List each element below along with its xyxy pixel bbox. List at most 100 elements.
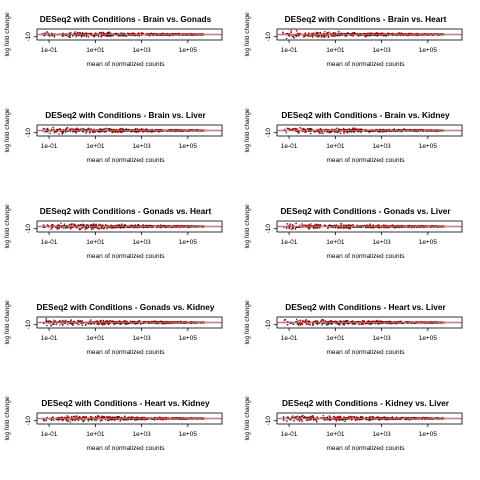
x-tick-label: 1e+01 [326, 47, 345, 54]
data-point [72, 324, 74, 326]
data-point [69, 35, 71, 37]
data-point [70, 226, 73, 229]
data-point [360, 131, 362, 134]
data-point [343, 132, 345, 134]
data-point [348, 131, 351, 133]
data-point [72, 415, 75, 418]
data-point [293, 36, 295, 39]
data-point [325, 324, 328, 326]
data-point [75, 132, 78, 134]
x-tick-label: 1e+03 [372, 143, 391, 150]
data-point [68, 128, 71, 131]
data-point [106, 227, 108, 230]
data-point [363, 32, 366, 35]
data-point [137, 131, 139, 133]
data-point [288, 33, 290, 35]
data-point [136, 224, 138, 227]
x-tick-label: 1e+03 [132, 47, 151, 54]
data-point [282, 416, 285, 418]
data-point [92, 131, 95, 134]
y-axis-title: log fold change [244, 204, 251, 248]
data-point [94, 224, 96, 227]
data-point [346, 320, 349, 322]
data-point [295, 222, 297, 225]
data-point [305, 419, 308, 421]
data-point [299, 127, 302, 129]
data-point [299, 224, 301, 226]
data-point [296, 32, 299, 35]
data-point [56, 228, 59, 230]
data-point [64, 227, 67, 229]
data-point [70, 320, 72, 322]
data-point [296, 322, 298, 325]
data-point [162, 418, 164, 421]
data-point [304, 32, 307, 34]
data-point [314, 223, 317, 226]
data-point [333, 35, 336, 37]
data-point [381, 131, 383, 133]
data-point [348, 127, 351, 130]
data-point [85, 226, 88, 229]
data-point [347, 227, 350, 230]
data-point [59, 324, 61, 326]
data-point [314, 34, 316, 37]
x-axis-title: mean of normalized counts [86, 61, 165, 68]
data-point [103, 227, 106, 229]
data-point [69, 421, 72, 423]
data-point [292, 127, 295, 130]
data-point [103, 130, 106, 133]
x-tick-label: 1e+01 [86, 47, 105, 54]
data-point [104, 34, 107, 37]
data-point [85, 323, 87, 325]
data-point [311, 128, 313, 130]
data-point [369, 223, 371, 226]
data-point [134, 34, 137, 37]
data-point [128, 33, 130, 35]
data-point [79, 31, 81, 34]
data-point [337, 131, 339, 134]
x-tick-label: 1e-01 [41, 143, 58, 150]
data-point [387, 32, 389, 34]
data-point [320, 132, 322, 134]
data-point [282, 31, 284, 34]
x-tick-label: 1e+01 [86, 335, 105, 342]
data-point [337, 30, 340, 33]
data-point [93, 228, 95, 230]
data-point [305, 129, 307, 131]
data-point [50, 32, 53, 34]
data-point [284, 318, 287, 321]
data-point [382, 128, 384, 131]
data-point [54, 320, 57, 322]
x-tick-label: 1e+01 [86, 431, 105, 438]
data-point [324, 31, 326, 33]
y-axis-title: log fold change [4, 396, 11, 440]
data-point [45, 128, 48, 131]
data-point [96, 34, 98, 37]
data-point [123, 415, 126, 418]
data-point [123, 320, 125, 322]
data-point [75, 34, 78, 37]
data-point [362, 323, 364, 325]
x-tick-label: 1e+01 [86, 143, 105, 150]
data-point [132, 320, 134, 323]
data-point [309, 132, 312, 135]
data-point [58, 416, 60, 419]
data-point [67, 35, 70, 38]
x-tick-label: 1e+05 [179, 47, 198, 54]
data-point [343, 320, 345, 322]
data-point [134, 419, 136, 421]
ma-plot-panel-5: DESeq2 with Conditions - Gonads vs. Hear… [4, 204, 223, 260]
data-point [326, 130, 328, 133]
data-point [305, 323, 308, 326]
data-point [318, 32, 320, 34]
data-point [102, 128, 105, 131]
data-point [81, 32, 83, 35]
data-point [98, 227, 101, 230]
data-point [71, 127, 73, 130]
data-point [374, 323, 376, 325]
y-axis-title: log fold change [4, 204, 11, 248]
data-point [96, 323, 99, 326]
data-point [345, 224, 347, 226]
data-point [102, 319, 105, 322]
data-point [74, 31, 77, 33]
